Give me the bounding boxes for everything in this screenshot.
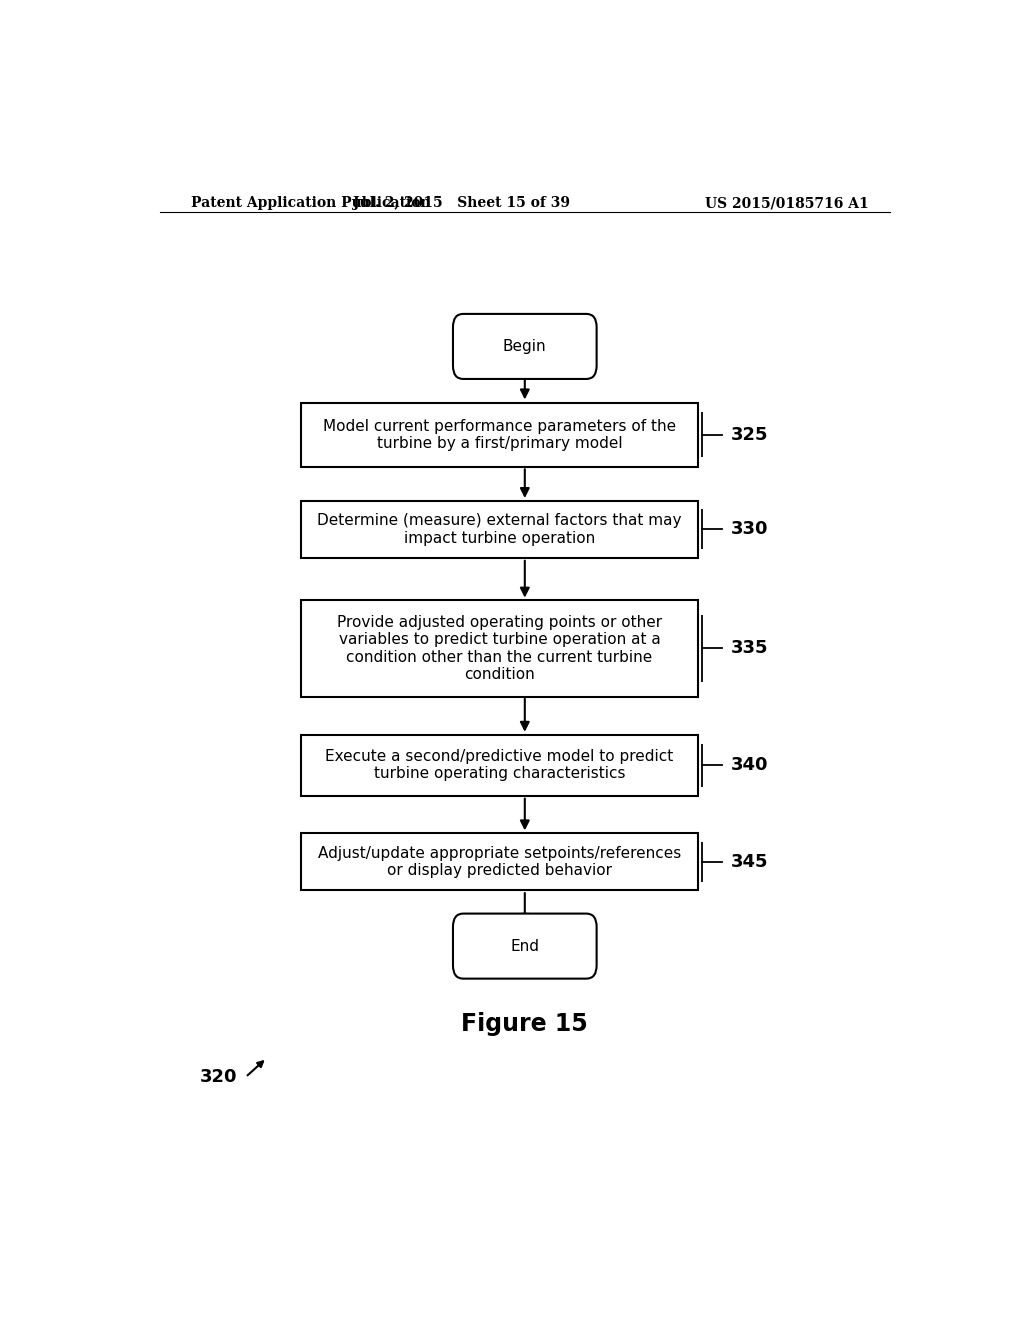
Text: Figure 15: Figure 15: [462, 1012, 588, 1036]
Text: Model current performance parameters of the
turbine by a first/primary model: Model current performance parameters of …: [323, 418, 676, 451]
Text: Determine (measure) external factors that may
impact turbine operation: Determine (measure) external factors tha…: [317, 513, 682, 545]
Bar: [301, 735, 697, 796]
Text: 325: 325: [731, 426, 769, 444]
Bar: [301, 601, 697, 697]
Bar: [301, 833, 697, 890]
Text: Begin: Begin: [503, 339, 547, 354]
Text: End: End: [510, 939, 540, 953]
Text: 335: 335: [731, 639, 769, 657]
Text: 330: 330: [731, 520, 769, 539]
Text: Provide adjusted operating points or other
variables to predict turbine operatio: Provide adjusted operating points or oth…: [337, 615, 662, 682]
Bar: [301, 403, 697, 467]
Text: 320: 320: [200, 1068, 238, 1086]
Text: 345: 345: [731, 853, 769, 871]
Text: Patent Application Publication: Patent Application Publication: [191, 197, 431, 210]
FancyBboxPatch shape: [453, 913, 597, 978]
FancyBboxPatch shape: [453, 314, 597, 379]
Bar: [301, 500, 697, 558]
Text: Adjust/update appropriate setpoints/references
or display predicted behavior: Adjust/update appropriate setpoints/refe…: [317, 846, 681, 878]
Text: 340: 340: [731, 756, 769, 775]
Text: US 2015/0185716 A1: US 2015/0185716 A1: [705, 197, 868, 210]
Text: Execute a second/predictive model to predict
turbine operating characteristics: Execute a second/predictive model to pre…: [326, 748, 674, 781]
Text: Jul. 2, 2015   Sheet 15 of 39: Jul. 2, 2015 Sheet 15 of 39: [353, 197, 569, 210]
